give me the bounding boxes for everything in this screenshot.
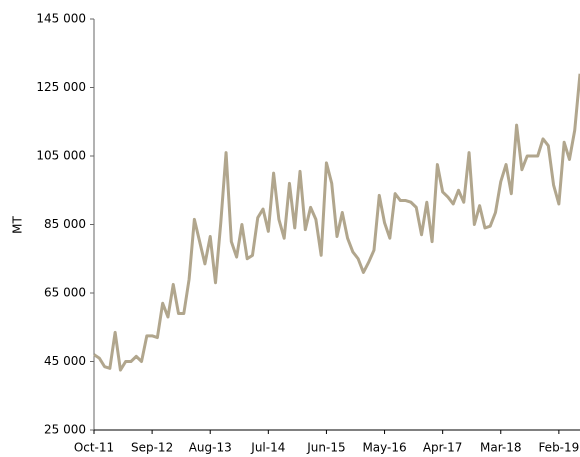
y-tick-label: 145 000 [36, 12, 86, 26]
x-tick-label: Oct-11 [74, 441, 114, 455]
y-tick-label: 45 000 [44, 354, 86, 368]
x-tick-label: May-16 [362, 441, 406, 455]
y-tick-label: 105 000 [36, 149, 86, 163]
y-axis-label: MT [11, 215, 25, 233]
x-tick-label: Sep-12 [131, 441, 173, 455]
x-tick-label: Feb-19 [538, 441, 579, 455]
data-line [93, 73, 580, 372]
x-tick-label: Aug-13 [189, 441, 232, 455]
y-tick-label: 125 000 [36, 80, 86, 94]
x-tick-label: Mar-18 [480, 441, 521, 455]
y-tick-label: 65 000 [44, 286, 86, 300]
x-tick-label: Jun-15 [306, 441, 345, 455]
y-tick-label: 85 000 [44, 217, 86, 231]
x-tick-label: Jul-14 [250, 441, 285, 455]
x-tick-label: Apr-17 [423, 441, 463, 455]
y-tick-label: 25 000 [44, 423, 86, 437]
